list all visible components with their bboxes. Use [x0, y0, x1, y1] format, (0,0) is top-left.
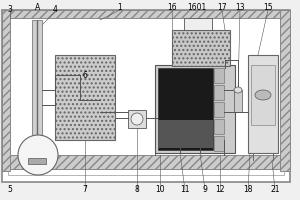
Circle shape	[131, 113, 143, 125]
Text: 5: 5	[8, 186, 12, 194]
Bar	[251, 65, 275, 125]
Text: 13: 13	[235, 3, 245, 12]
Bar	[32, 20, 42, 152]
Bar	[2, 10, 290, 182]
Bar	[248, 55, 278, 153]
Text: 1601: 1601	[188, 3, 207, 12]
Bar	[214, 119, 224, 134]
Circle shape	[18, 135, 58, 175]
Ellipse shape	[234, 87, 242, 93]
Bar	[158, 68, 213, 150]
Bar	[2, 10, 10, 171]
Bar	[214, 85, 224, 100]
Text: 11: 11	[180, 186, 190, 194]
Bar	[2, 10, 290, 18]
Text: 15: 15	[263, 3, 273, 12]
Text: 6: 6	[82, 71, 87, 79]
Bar	[128, 110, 146, 128]
Bar	[8, 15, 284, 175]
Text: 7: 7	[82, 186, 87, 194]
Bar	[172, 30, 230, 66]
Bar	[280, 10, 290, 171]
Bar	[28, 158, 46, 164]
Bar	[2, 155, 290, 169]
Bar	[184, 18, 212, 30]
Bar	[155, 65, 235, 153]
Text: 18: 18	[243, 186, 253, 194]
Bar	[214, 68, 224, 83]
Text: 9: 9	[202, 186, 207, 194]
Bar	[214, 102, 224, 117]
Text: 8: 8	[135, 186, 140, 194]
Text: 1: 1	[118, 3, 122, 12]
Text: 3: 3	[8, 5, 12, 15]
Text: A: A	[35, 3, 40, 12]
Bar	[55, 55, 115, 140]
Text: 4: 4	[52, 5, 57, 15]
Text: 12: 12	[215, 186, 225, 194]
Bar	[158, 120, 213, 148]
Text: 10: 10	[155, 186, 165, 194]
Bar	[234, 90, 242, 112]
Text: 21: 21	[270, 186, 280, 194]
Text: 17: 17	[217, 3, 227, 12]
Ellipse shape	[255, 90, 271, 100]
Text: 16: 16	[167, 3, 177, 12]
Bar	[214, 136, 224, 151]
